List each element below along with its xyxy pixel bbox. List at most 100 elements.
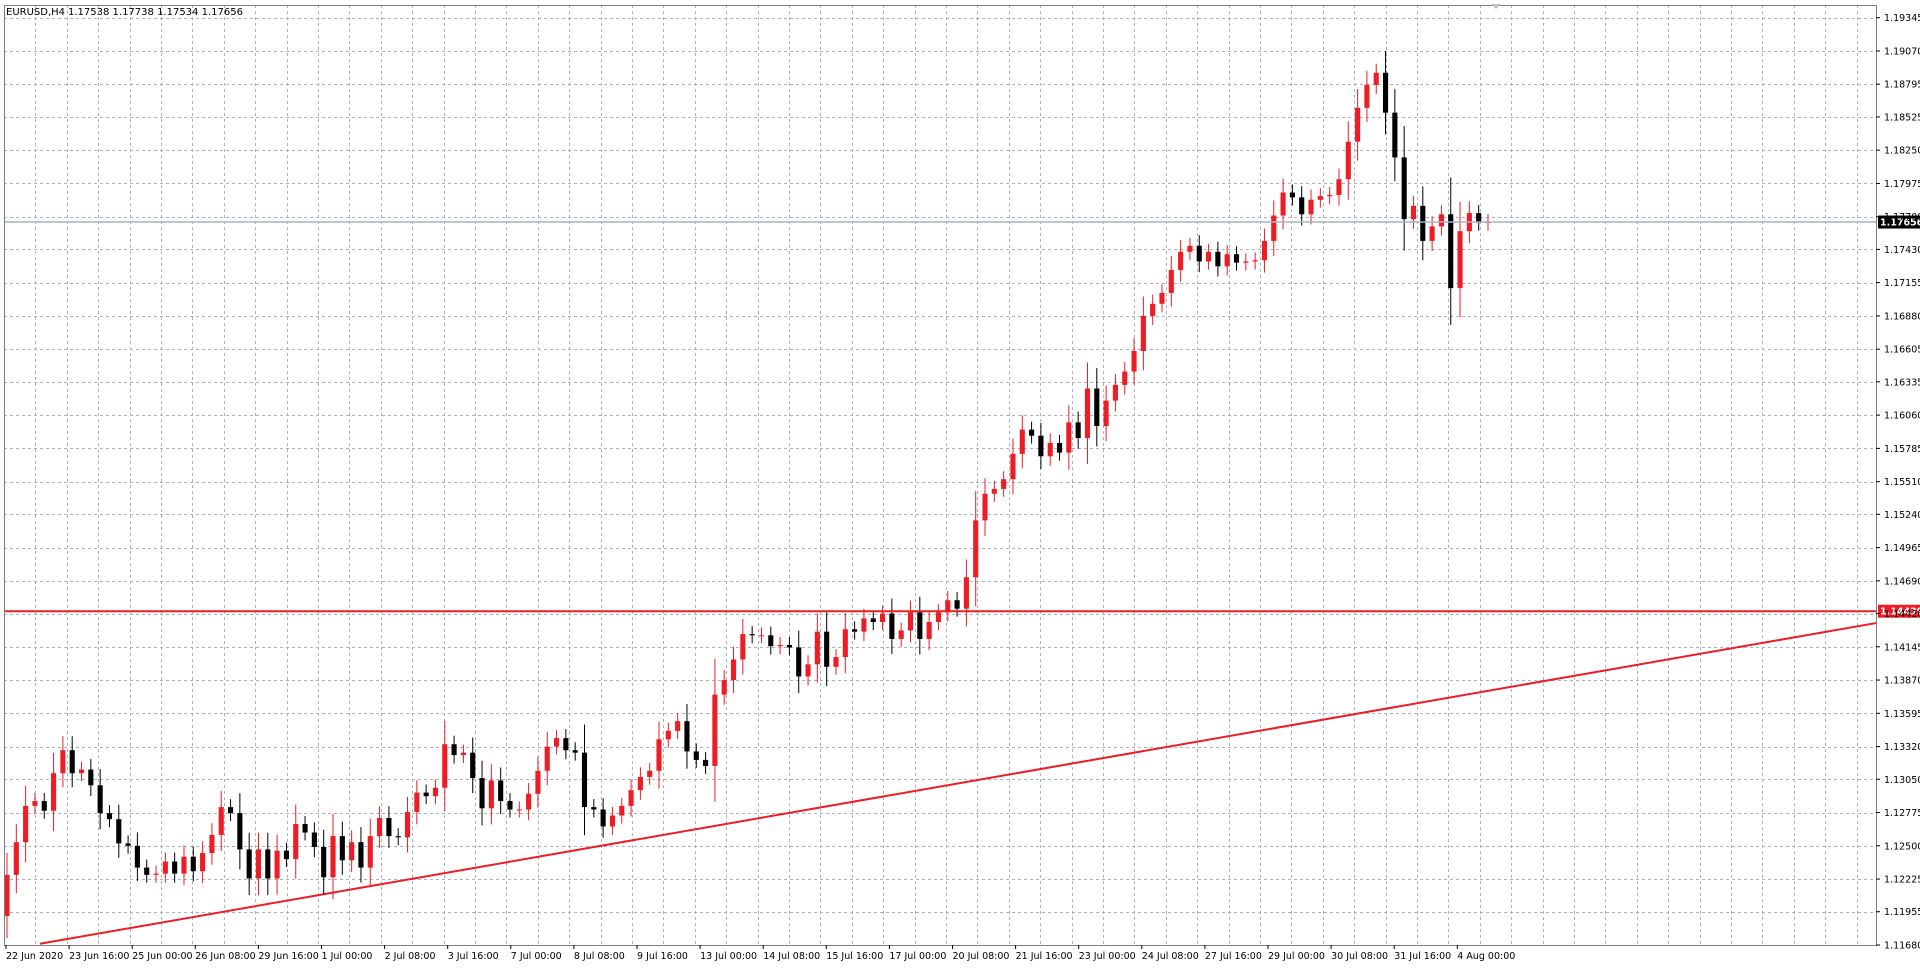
- candle-body: [79, 770, 84, 774]
- candle-body: [340, 836, 345, 860]
- candle-body: [424, 793, 429, 797]
- x-tick-label: 30 Jul 08:00: [1331, 951, 1388, 962]
- candle-body: [973, 520, 978, 577]
- candle-body: [955, 600, 960, 608]
- candle-body: [293, 824, 298, 859]
- y-tick-label: 1.12500: [1884, 841, 1920, 852]
- candle-body: [1038, 436, 1043, 457]
- y-tick-label: 1.15510: [1884, 477, 1920, 488]
- candle-body: [1178, 252, 1183, 270]
- candle-body: [498, 780, 503, 801]
- candle-body: [1001, 479, 1006, 489]
- candle-body: [833, 657, 838, 667]
- y-tick-label: 1.14145: [1884, 642, 1920, 653]
- candle-body: [1187, 246, 1192, 252]
- candle-body: [861, 618, 866, 631]
- y-tick-label: 1.14690: [1884, 576, 1920, 587]
- candle-body: [1150, 304, 1155, 316]
- candle-body: [70, 750, 75, 773]
- ohlc-readout: 1.17538 1.17738 1.17534 1.17656: [68, 7, 243, 18]
- candle-body: [4, 875, 9, 916]
- candle-body: [582, 753, 587, 807]
- candle-body: [144, 868, 149, 875]
- x-tick-label: 26 Jun 08:00: [195, 951, 255, 962]
- y-tick-label: 1.19070: [1884, 46, 1920, 57]
- candle-body: [750, 634, 755, 635]
- candle-body: [601, 810, 606, 827]
- candle-body: [1420, 206, 1425, 241]
- candle-body: [507, 801, 512, 809]
- candle-body: [256, 849, 261, 878]
- candle-body: [1159, 293, 1164, 304]
- candle-body: [107, 813, 112, 819]
- candle-body: [852, 629, 857, 631]
- y-tick-label: 1.15240: [1884, 510, 1920, 521]
- candle-body: [1439, 214, 1444, 226]
- x-tick-label: 22 Jun 2020: [6, 951, 63, 962]
- y-tick-label: 1.15785: [1884, 444, 1920, 455]
- x-tick-label: 23 Jun 16:00: [69, 951, 129, 962]
- candle-body: [1364, 85, 1369, 108]
- candle-body: [526, 794, 531, 810]
- candle-body: [200, 853, 205, 871]
- candle-body: [209, 835, 214, 853]
- y-tick-label: 1.14420: [1884, 609, 1920, 620]
- y-tick-label: 1.16335: [1884, 377, 1920, 388]
- candle-body: [936, 612, 941, 622]
- x-tick-label: 29 Jul 00:00: [1268, 951, 1325, 962]
- candle-body: [796, 647, 801, 676]
- candle-body: [1457, 231, 1462, 288]
- x-tick-label: 14 Jul 08:00: [763, 951, 820, 962]
- x-tick-label: 8 Jul 08:00: [574, 951, 625, 962]
- candle-body: [1085, 389, 1090, 439]
- candle-body: [535, 771, 540, 794]
- y-tick-label: 1.18795: [1884, 80, 1920, 91]
- candle-body: [619, 806, 624, 816]
- candle-body: [1318, 196, 1323, 200]
- candle-body: [1392, 113, 1397, 158]
- candle-body: [1066, 422, 1071, 452]
- candle-body: [1048, 443, 1053, 456]
- candle-body: [656, 739, 661, 770]
- candle-body: [759, 635, 764, 636]
- candle-body: [23, 806, 28, 842]
- x-tick-label: 21 Jul 16:00: [1016, 951, 1073, 962]
- candle-body: [405, 812, 410, 837]
- x-tick-label: 2 Jul 08:00: [385, 951, 436, 962]
- candle-body: [358, 842, 363, 867]
- candle-body: [1411, 206, 1416, 219]
- candle-body: [312, 832, 317, 847]
- candle-body: [694, 751, 699, 759]
- candle-body: [824, 632, 829, 667]
- candle-body: [461, 753, 466, 755]
- y-tick-label: 1.16880: [1884, 311, 1920, 322]
- candle-body: [42, 801, 47, 811]
- candle-body: [731, 659, 736, 680]
- candle-body: [414, 793, 419, 812]
- x-tick-label: 27 Jul 16:00: [1205, 951, 1262, 962]
- y-tick-label: 1.11955: [1884, 907, 1920, 918]
- y-tick-label: 1.18250: [1884, 146, 1920, 157]
- candle-body: [1020, 430, 1025, 454]
- candle-body: [396, 836, 401, 837]
- symbol-label: EURUSD,H4: [6, 7, 65, 18]
- candle-body: [1010, 454, 1015, 479]
- candle-body: [219, 807, 224, 835]
- x-tick-label: 23 Jul 00:00: [1079, 951, 1136, 962]
- candle-body: [563, 738, 568, 750]
- candle-body: [1131, 351, 1136, 372]
- candle-body: [843, 629, 848, 657]
- candle-body: [98, 785, 103, 813]
- candle-body: [1336, 179, 1341, 195]
- candle-body: [740, 634, 745, 659]
- x-tick-label: 15 Jul 16:00: [826, 951, 883, 962]
- x-tick-label: 7 Jul 00:00: [511, 951, 562, 962]
- x-tick-label: 17 Jul 00:00: [889, 951, 946, 962]
- candle-body: [228, 807, 233, 813]
- y-tick-label: 1.16605: [1884, 345, 1920, 356]
- candle-body: [191, 857, 196, 872]
- candle-body: [377, 818, 382, 836]
- candle-body: [703, 760, 708, 766]
